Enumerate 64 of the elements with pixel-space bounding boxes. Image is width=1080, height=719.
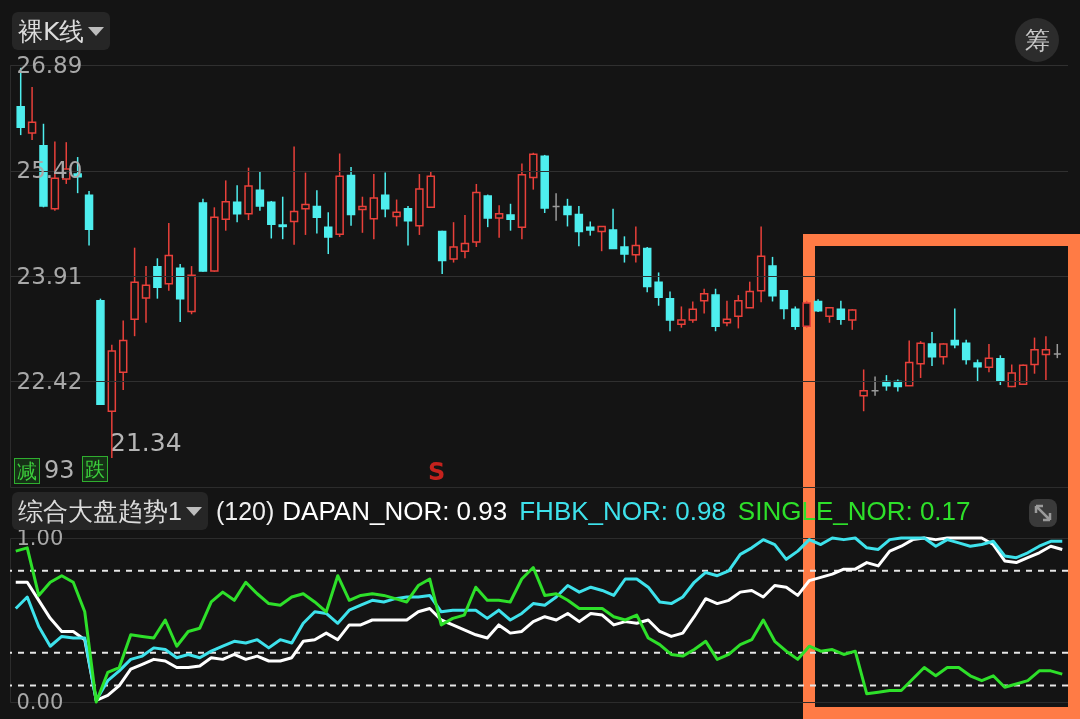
candlestick xyxy=(939,342,948,366)
candlestick xyxy=(324,211,333,255)
y-tick-label: 23.91 xyxy=(16,262,83,289)
candlestick xyxy=(791,305,800,331)
annotation: S xyxy=(428,458,446,486)
annotation: 跌 xyxy=(82,456,108,482)
candlestick xyxy=(403,205,413,247)
candlestick xyxy=(267,200,276,240)
candlestick xyxy=(529,152,538,191)
candlestick xyxy=(358,195,367,234)
y-tick-label: 26.89 xyxy=(16,51,83,78)
candlestick xyxy=(141,265,151,324)
candlestick xyxy=(916,340,925,379)
candlestick xyxy=(1030,336,1039,375)
candlestick xyxy=(289,145,299,246)
candlestick xyxy=(232,184,242,223)
candlestick xyxy=(802,300,811,329)
candlestick xyxy=(654,271,663,307)
candlestick xyxy=(483,193,492,228)
chart-subtitle: (120) xyxy=(215,496,275,526)
y-tick-label: 22.42 xyxy=(16,368,83,394)
candlestick xyxy=(1041,335,1051,381)
candlestick xyxy=(460,214,470,260)
candlestick xyxy=(27,86,37,141)
candlestick xyxy=(779,289,789,320)
candlestick xyxy=(380,171,390,218)
chart-title: 综合大盘趋势1 xyxy=(18,496,182,525)
candlestick xyxy=(312,189,322,235)
candlestick xyxy=(392,198,401,228)
candlestick xyxy=(961,338,971,366)
candlestick xyxy=(597,225,606,252)
candlestick xyxy=(984,343,994,374)
candlestick xyxy=(631,225,641,264)
candlestick xyxy=(574,205,584,248)
candlestick xyxy=(301,171,310,236)
candlestick xyxy=(677,305,686,329)
candlestick xyxy=(722,300,732,328)
series-label: FHBK_NOR: 0.98 xyxy=(519,495,726,527)
candlestick xyxy=(996,354,1005,386)
candlestick xyxy=(620,235,629,264)
chart-title: 裸K线 xyxy=(18,15,85,48)
candlestick xyxy=(278,195,287,240)
candlestick xyxy=(369,173,379,240)
candlestick xyxy=(859,368,868,412)
candlestick xyxy=(699,287,709,315)
candlestick xyxy=(734,294,743,330)
candlestick xyxy=(153,257,162,300)
text: DAPAN_NOR: 0.93 xyxy=(282,495,508,527)
candlestick xyxy=(221,179,230,232)
y-tick-label: 0.00 xyxy=(16,689,64,714)
text: 筹 xyxy=(1015,18,1059,62)
candlestick xyxy=(848,308,857,331)
candlestick xyxy=(494,204,504,239)
candlestick xyxy=(688,300,698,324)
candlestick xyxy=(836,300,846,326)
candlestick xyxy=(255,170,265,212)
candlestick xyxy=(745,280,754,309)
candlestick xyxy=(563,198,572,228)
candlestick xyxy=(665,290,675,332)
candlestick xyxy=(506,203,515,232)
candlestick xyxy=(449,221,458,264)
candlestick xyxy=(608,207,618,250)
candlestick xyxy=(927,331,937,367)
candlestick xyxy=(973,358,982,383)
